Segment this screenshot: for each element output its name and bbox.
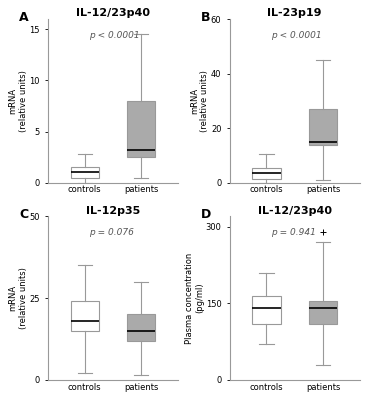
PathPatch shape (127, 101, 155, 157)
PathPatch shape (252, 168, 281, 178)
Text: p < 0.0001: p < 0.0001 (89, 30, 140, 40)
Text: p < 0.0001: p < 0.0001 (271, 30, 322, 40)
PathPatch shape (71, 167, 99, 178)
PathPatch shape (127, 314, 155, 341)
PathPatch shape (309, 301, 337, 324)
Text: C: C (20, 208, 28, 221)
Y-axis label: mRNA
(relative units): mRNA (relative units) (190, 70, 209, 132)
PathPatch shape (71, 301, 99, 331)
Title: IL-23p19: IL-23p19 (268, 8, 322, 18)
Text: p = 0.941: p = 0.941 (271, 228, 316, 237)
Title: IL-12/23p40: IL-12/23p40 (76, 8, 150, 18)
Title: IL-12p35: IL-12p35 (86, 206, 140, 216)
PathPatch shape (252, 296, 281, 324)
Text: D: D (201, 208, 212, 221)
Title: IL-12/23p40: IL-12/23p40 (258, 206, 332, 216)
Text: A: A (20, 11, 29, 24)
Y-axis label: mRNA
(relative units): mRNA (relative units) (8, 70, 28, 132)
Text: B: B (201, 11, 211, 24)
PathPatch shape (309, 109, 337, 144)
Y-axis label: Plasma concentration
(pg/ml): Plasma concentration (pg/ml) (185, 252, 204, 344)
Text: p = 0.076: p = 0.076 (89, 228, 134, 237)
Y-axis label: mRNA
(relative units): mRNA (relative units) (8, 267, 28, 329)
